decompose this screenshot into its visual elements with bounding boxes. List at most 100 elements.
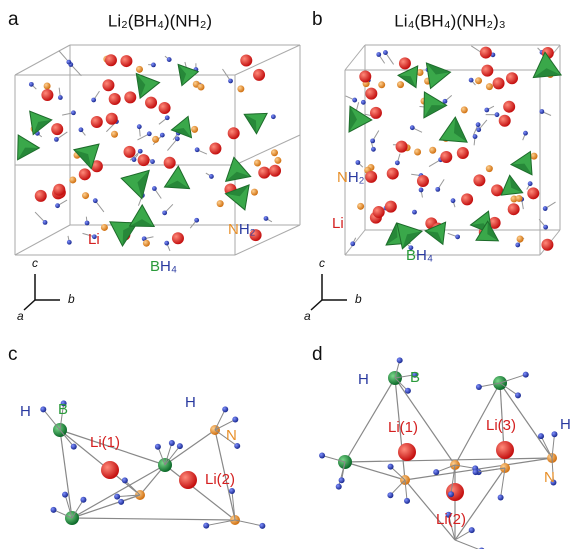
atom-label: B xyxy=(58,401,68,418)
lithium xyxy=(35,190,47,202)
bond xyxy=(125,480,140,495)
lithium xyxy=(527,187,539,199)
nitrogen xyxy=(429,147,436,154)
hydrogen xyxy=(419,188,424,193)
bond xyxy=(235,520,262,526)
hydrogen xyxy=(435,187,440,192)
atom-label: N xyxy=(226,427,237,444)
hydrogen xyxy=(175,136,180,141)
lithium xyxy=(503,101,515,113)
lithium xyxy=(240,55,252,67)
hydrogen xyxy=(167,57,172,62)
lithium xyxy=(481,65,493,77)
lithium xyxy=(493,77,505,89)
hydrogen xyxy=(361,100,366,105)
hydrogen xyxy=(155,444,161,450)
hydrogen xyxy=(91,98,96,103)
hydrogen xyxy=(138,149,143,154)
hydrogen xyxy=(495,112,500,117)
hydrogen xyxy=(484,108,489,113)
panel-letter: b xyxy=(312,9,323,30)
hydrogen xyxy=(370,138,375,143)
lithium xyxy=(385,201,397,213)
lithium xyxy=(106,113,118,125)
lithium xyxy=(499,115,511,127)
unit-cell-b xyxy=(345,45,560,255)
nitrogen xyxy=(237,85,244,92)
hydrogen xyxy=(538,433,544,439)
hydrogen xyxy=(203,523,209,529)
lithium xyxy=(124,91,136,103)
atom-label: H xyxy=(560,416,571,433)
species-label: Li xyxy=(332,215,344,232)
hydrogen xyxy=(319,452,325,458)
hydrogen xyxy=(79,127,84,132)
hydrogen xyxy=(165,115,170,120)
lithium xyxy=(258,167,270,179)
hydrogen xyxy=(339,477,345,483)
hydrogen xyxy=(137,124,142,129)
hydrogen xyxy=(473,469,479,475)
hydrogen xyxy=(476,127,481,132)
hydrogen xyxy=(469,527,475,533)
hydrogen xyxy=(543,206,548,211)
lithium xyxy=(253,69,265,81)
hydrogen xyxy=(388,464,394,470)
atom-label: Li(1) xyxy=(90,434,120,451)
lithium xyxy=(359,70,371,82)
nitrogen xyxy=(397,81,404,88)
atom-label: N xyxy=(544,469,555,486)
species-label: BH₄ xyxy=(406,247,433,264)
nitrogen xyxy=(414,149,421,156)
hydrogen xyxy=(169,440,175,446)
hydrogen xyxy=(476,384,482,390)
lithium xyxy=(417,175,429,187)
nitrogen xyxy=(530,153,537,160)
hydrogen xyxy=(51,507,57,513)
nitrogen xyxy=(475,77,482,84)
nitrogen xyxy=(111,131,118,138)
lithium xyxy=(473,174,485,186)
lithium xyxy=(396,141,408,153)
lithium xyxy=(228,127,240,139)
hydrogen xyxy=(404,498,410,504)
atom-label: Li(2) xyxy=(436,511,466,528)
hydrogen xyxy=(66,60,71,65)
nitrogen xyxy=(152,136,159,143)
hydrogen xyxy=(476,122,481,127)
atom-label: Li(3) xyxy=(486,417,516,434)
bond xyxy=(206,520,235,526)
hydrogen xyxy=(152,186,157,191)
hydrogen xyxy=(387,492,393,498)
hydrogen xyxy=(383,50,388,55)
hydrogen xyxy=(54,137,59,142)
hydrogen xyxy=(228,79,233,84)
hydrogen xyxy=(164,241,169,246)
species-label: NH₂ xyxy=(337,169,365,186)
axis-label: c xyxy=(319,256,325,270)
hydrogen xyxy=(150,159,155,164)
lithium xyxy=(365,171,377,183)
axis-label: b xyxy=(355,292,362,306)
hydrogen xyxy=(433,469,439,475)
nitrogen xyxy=(251,189,258,196)
bond xyxy=(390,480,405,495)
hydrogen xyxy=(122,477,128,483)
lithium xyxy=(480,47,492,59)
hydrogen xyxy=(259,523,265,529)
panel-letter: d xyxy=(312,344,323,365)
atom-label: H xyxy=(20,403,31,420)
atom-label: H xyxy=(358,371,369,388)
lithium xyxy=(53,184,65,196)
hydrogen xyxy=(151,62,156,67)
hydrogen xyxy=(498,495,504,501)
hydrogen xyxy=(410,125,415,130)
lithium xyxy=(159,102,171,114)
hydrogen xyxy=(71,110,76,115)
hydrogen xyxy=(376,52,381,57)
panel-letter: a xyxy=(8,9,19,30)
hydrogen xyxy=(371,147,376,152)
hydrogen xyxy=(118,499,124,505)
lithium xyxy=(91,116,103,128)
nitrogen xyxy=(378,81,385,88)
